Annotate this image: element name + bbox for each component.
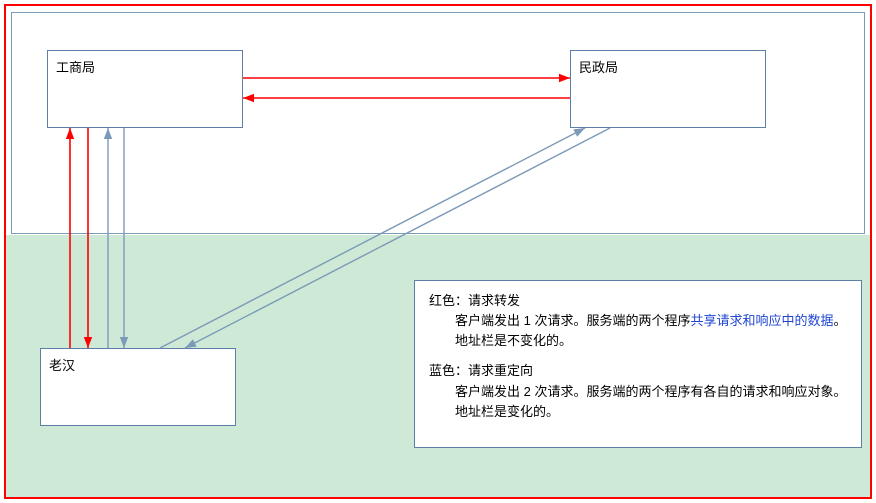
legend-red-line1: 客户端发出 1 次请求。服务端的两个程序共享请求和响应中的数据。	[429, 311, 847, 331]
legend-red-line2: 地址栏是不变化的。	[429, 331, 847, 351]
legend-red-line1-a: 客户端发出 1 次请求。服务端的两个程序	[429, 313, 690, 328]
legend-spacer	[429, 351, 847, 361]
node-label: 老汉	[49, 358, 75, 373]
legend-red-title: 红色：请求转发	[429, 291, 847, 311]
legend-red-line1-highlight: 共享请求和响应中的数据	[690, 313, 833, 328]
legend-blue-title: 蓝色：请求重定向	[429, 361, 847, 381]
legend-blue-line2: 地址栏是变化的。	[429, 402, 847, 422]
node-minzhengju: 民政局	[570, 50, 766, 128]
legend-blue-line1: 客户端发出 2 次请求。服务端的两个程序有各自的请求和响应对象。	[429, 382, 847, 402]
legend-red-line1-c: 。	[833, 313, 846, 328]
legend-box: 红色：请求转发 客户端发出 1 次请求。服务端的两个程序共享请求和响应中的数据。…	[414, 280, 862, 448]
node-laohan: 老汉	[40, 348, 236, 426]
node-label: 工商局	[56, 60, 95, 75]
node-label: 民政局	[579, 60, 618, 75]
node-gongshangju: 工商局	[47, 50, 243, 128]
diagram-canvas: 工商局 民政局 老汉 红色：请求转发 客户端发出 1 次请求。服务端的两个程序共…	[0, 0, 876, 503]
